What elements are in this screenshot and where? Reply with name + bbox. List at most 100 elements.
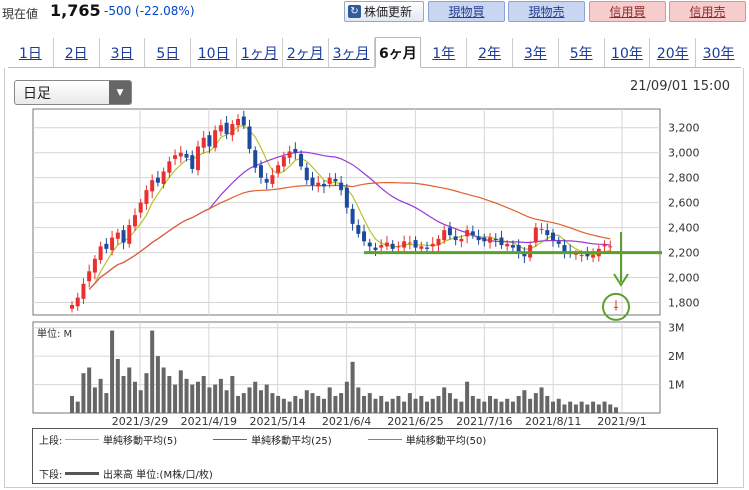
candle-body xyxy=(293,148,298,153)
tab-2y[interactable]: 2年 xyxy=(467,38,513,67)
candle-body xyxy=(258,165,263,178)
volume-bar xyxy=(585,404,590,413)
legend-ma50-label: 単純移動平均(50) xyxy=(405,436,487,447)
candle-body xyxy=(459,238,464,242)
candle-body xyxy=(253,150,258,168)
volume-bar xyxy=(510,401,515,413)
tab-1d[interactable]: 1日 xyxy=(8,38,54,67)
volume-bar xyxy=(419,395,424,413)
tab-30y[interactable]: 30年 xyxy=(702,45,735,62)
candle-body xyxy=(539,228,544,230)
candle-body xyxy=(121,230,126,243)
refresh-price-button[interactable]: ↻ 株価更新 xyxy=(344,1,424,22)
volume-bar xyxy=(270,393,275,413)
candle-body xyxy=(396,246,401,248)
volume-bar xyxy=(407,393,412,413)
candle-body xyxy=(184,153,189,158)
legend-ma25: 単純移動平均(25) xyxy=(213,432,332,447)
price-tick-label: 2,600 xyxy=(668,197,700,210)
candle-body xyxy=(104,243,109,249)
candle-body xyxy=(499,237,504,246)
volume-bar xyxy=(98,378,103,413)
candle-body xyxy=(551,232,556,241)
volume-bar xyxy=(190,384,195,413)
candle-body xyxy=(155,177,160,183)
candle-body xyxy=(608,246,613,248)
tab-3y[interactable]: 3年 xyxy=(513,38,559,67)
current-price-label: 現在値 xyxy=(2,7,39,21)
candle-body xyxy=(236,118,241,126)
candle-body xyxy=(173,155,178,159)
price-tick-label: 2,200 xyxy=(668,247,700,260)
cash-sell-button[interactable]: 現物売 xyxy=(508,1,585,22)
tab-2m[interactable]: 2ヶ月 xyxy=(283,38,329,67)
volume-bar xyxy=(115,358,120,413)
tab-5y[interactable]: 5年 xyxy=(559,38,605,67)
chart-period-tabs: 1日 2日 3日 5日 10日 1ヶ月 2ヶ月 3ヶ月 6ヶ月 1年 2年 3年… xyxy=(8,37,741,68)
candle-body xyxy=(299,153,304,167)
moving-average-line-50 xyxy=(88,182,611,290)
candle-body xyxy=(614,306,618,308)
candle-body xyxy=(138,202,143,213)
legend-upper-tag: 上段: xyxy=(39,436,63,447)
tab-10y[interactable]: 10年 xyxy=(605,38,651,67)
volume-bar xyxy=(81,373,86,413)
volume-bar xyxy=(184,378,189,413)
volume-bar xyxy=(551,401,556,413)
candle-body xyxy=(110,237,115,251)
tab-3d[interactable]: 3日 xyxy=(100,38,146,67)
candle-body xyxy=(533,227,538,243)
tab-20y[interactable]: 20年 xyxy=(650,38,697,67)
volume-bar xyxy=(367,393,372,413)
margin-sell-button[interactable]: 信用売 xyxy=(669,1,746,22)
candle-body xyxy=(442,230,447,241)
tab-10d[interactable]: 10日 xyxy=(191,38,238,67)
legend-ma5-label: 単純移動平均(5) xyxy=(103,436,178,447)
tab-3m[interactable]: 3ヶ月 xyxy=(329,38,375,67)
margin-buy-button[interactable]: 信用買 xyxy=(589,1,666,22)
candle-period-select[interactable]: 日足 ▼ xyxy=(14,80,132,105)
volume-bar xyxy=(92,387,97,413)
volume-bar xyxy=(178,370,183,413)
volume-bar xyxy=(591,401,596,413)
tab-1m[interactable]: 1ヶ月 xyxy=(237,38,283,67)
volume-bar xyxy=(402,401,407,413)
legend-ma5: 単純移動平均(5) xyxy=(65,432,177,447)
legend-volume-swatch xyxy=(65,472,99,475)
volume-bar xyxy=(144,373,149,413)
candle-body xyxy=(327,177,332,184)
volume-bar xyxy=(150,330,155,413)
volume-bar xyxy=(155,356,160,413)
volume-bar xyxy=(167,376,172,413)
candle-body xyxy=(373,247,378,251)
chart-panel xyxy=(4,68,744,488)
candle-body xyxy=(98,246,103,261)
volume-bar xyxy=(562,404,567,413)
candle-body xyxy=(276,165,281,173)
volume-bar xyxy=(87,367,92,413)
volume-bar xyxy=(602,401,607,413)
refresh-icon: ↻ xyxy=(348,5,361,18)
volume-bar xyxy=(568,401,573,413)
tab-2d[interactable]: 2日 xyxy=(54,38,100,67)
candle-body xyxy=(510,245,515,248)
candle-body xyxy=(402,241,407,248)
volume-bar xyxy=(522,390,527,413)
tab-1y[interactable]: 1年 xyxy=(421,38,468,67)
volume-bar xyxy=(442,387,447,413)
volume-bar xyxy=(258,390,263,413)
cash-buy-button[interactable]: 現物買 xyxy=(428,1,505,22)
candle-body xyxy=(207,135,212,147)
volume-bar xyxy=(614,407,618,413)
price-tick-label: 3,200 xyxy=(668,122,700,135)
tab-6m[interactable]: 6ヶ月 xyxy=(374,37,422,68)
tab-5d[interactable]: 5日 xyxy=(145,38,192,67)
candle-body xyxy=(522,253,527,257)
volume-bar xyxy=(339,393,344,413)
volume-bar xyxy=(104,393,109,413)
volume-bar xyxy=(321,398,326,413)
volume-bar xyxy=(436,395,441,413)
candle-body xyxy=(241,116,246,126)
candle-body xyxy=(230,123,235,136)
volume-tick-label: 3M xyxy=(668,322,685,335)
